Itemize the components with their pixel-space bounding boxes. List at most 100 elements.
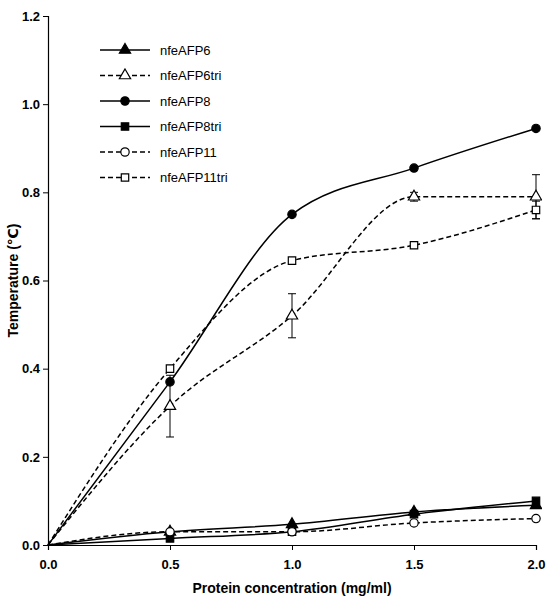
tick: 0.0 (39, 545, 57, 572)
error-bar-cap (166, 436, 174, 437)
error-bar-cap (532, 218, 540, 219)
chart: 0.0 0.5 1.0 1.5 2.0 0.0 0.2 0.4 0.6 0.8 1.0 1.2 Prot… (0, 0, 559, 607)
legend-item: nfeAFP11tri (100, 170, 228, 185)
marker (288, 257, 295, 264)
marker (410, 510, 417, 517)
tick: 0.0 (22, 538, 48, 553)
legend-marker (121, 97, 129, 105)
marker (286, 309, 297, 319)
series-line (48, 519, 536, 545)
legend-marker (121, 123, 128, 130)
marker (286, 518, 297, 528)
marker (410, 242, 417, 249)
legend-label: nfeAFP11tri (160, 170, 228, 185)
legend-label: nfeAFP6tri (160, 68, 222, 83)
tick: 0.5 (161, 545, 179, 572)
marker (164, 400, 175, 410)
error-bar-cap (288, 337, 296, 338)
error-bar (532, 201, 540, 219)
marker (532, 124, 540, 132)
series-line (48, 197, 536, 545)
tick-mark (292, 545, 293, 550)
tick-mark (536, 545, 537, 550)
tick: 1.2 (22, 9, 48, 24)
series-line (48, 128, 536, 545)
tick: 0.6 (22, 273, 48, 288)
marker (166, 378, 174, 386)
tick-label: 2.0 (527, 557, 545, 572)
legend-item: nfeAFP8 (100, 94, 211, 109)
marker (410, 519, 418, 527)
legend-marker (119, 69, 130, 79)
tick-mark (43, 369, 48, 370)
tick-label: 1.0 (22, 97, 40, 112)
axis-line (43, 17, 49, 546)
marker (288, 210, 296, 218)
legend: nfeAFP6 nfeAFP6tri nfeAFP8 nfeAFP8tri nfeAFP… (100, 43, 228, 186)
tick-mark (43, 192, 48, 193)
marker (530, 190, 541, 200)
tick-label: 0.8 (22, 185, 40, 200)
tick: 0.2 (22, 449, 48, 464)
tick-label: 1.2 (22, 9, 40, 24)
series-line (48, 501, 536, 545)
marker (532, 497, 539, 504)
data-layer (48, 124, 542, 545)
error-bar-cap (532, 218, 540, 219)
legend-label: nfeAFP6 (160, 43, 211, 58)
tick-label: 0.0 (22, 538, 40, 553)
marker (410, 164, 418, 172)
error-bar-cap (532, 201, 540, 202)
legend-marker (121, 148, 129, 156)
marker (166, 365, 173, 372)
error-bar-cap (410, 201, 418, 202)
tick-label: 0.4 (22, 361, 41, 376)
marker (288, 528, 295, 535)
marker (532, 206, 539, 213)
y-axis-title: Temperature (℃) (5, 224, 21, 338)
marker (288, 528, 296, 536)
legend-label: nfeAFP11 (160, 145, 217, 160)
tick: 1.0 (22, 97, 48, 112)
marker (408, 190, 419, 200)
tick: 0.8 (22, 185, 48, 200)
legend-marker (121, 174, 128, 181)
x-axis-title: Protein concentration (mg/ml) (192, 580, 391, 596)
tick-mark (43, 281, 48, 282)
tick: 2.0 (527, 545, 545, 572)
marker (532, 514, 540, 522)
legend-marker (119, 43, 130, 53)
tick-mark (414, 545, 415, 550)
legend-label: nfeAFP8tri (160, 119, 222, 134)
tick-label: 1.5 (405, 557, 423, 572)
tick-mark (43, 104, 48, 105)
y-axis: 0.0 0.2 0.4 0.6 0.8 1.0 1.2 (22, 9, 49, 553)
marker (164, 525, 175, 535)
tick: 1.5 (405, 545, 423, 572)
tick-mark (43, 457, 48, 458)
legend-item: nfeAFP6 (100, 43, 211, 58)
legend-item: nfeAFP8tri (100, 119, 222, 134)
series-line (48, 505, 536, 545)
plot-area: 0.0 0.5 1.0 1.5 2.0 0.0 0.2 0.4 0.6 0.8 1.0 1.2 (22, 9, 546, 572)
legend-label: nfeAFP8 (160, 94, 211, 109)
legend-item: nfeAFP6tri (100, 68, 222, 83)
tick-mark (43, 545, 48, 546)
tick-label: 0.0 (39, 557, 57, 572)
error-bar-cap (288, 293, 296, 294)
tick: 0.4 (22, 361, 48, 376)
tick-label: 0.6 (22, 273, 40, 288)
series-line (48, 210, 536, 545)
tick-label: 0.2 (22, 449, 40, 464)
tick-mark (170, 545, 171, 550)
tick-label: 1.0 (283, 557, 301, 572)
axis-line (49, 546, 537, 551)
marker (166, 528, 174, 536)
x-axis: 0.0 0.5 1.0 1.5 2.0 (39, 545, 545, 572)
error-bar-cap (166, 375, 174, 376)
tick-label: 0.5 (161, 557, 179, 572)
error-bar-cap (532, 174, 540, 175)
tick: 1.0 (283, 545, 301, 572)
tick-mark (43, 16, 48, 17)
legend-item: nfeAFP11 (100, 145, 217, 160)
